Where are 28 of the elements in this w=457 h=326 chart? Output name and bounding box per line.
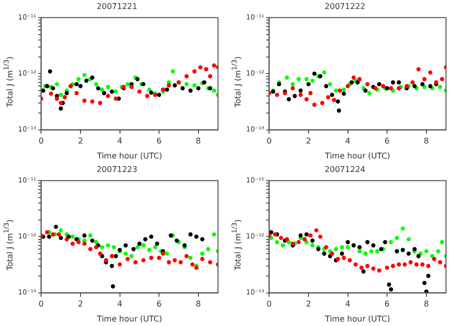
x-tick-label: 2 xyxy=(78,136,84,146)
x-tick-label: 0 xyxy=(38,300,44,309)
x-tick-label: 6 xyxy=(384,136,390,146)
x-tick-label: 4 xyxy=(345,136,350,146)
chart-title: 20071223 xyxy=(96,164,138,174)
x-tick-label: 4 xyxy=(345,300,350,309)
x-tick-label: 8 xyxy=(196,136,201,146)
x-axis-title: Time hour (UTC) xyxy=(96,314,162,324)
chart-title: 20071221 xyxy=(96,2,138,11)
x-tick-label: 0 xyxy=(266,300,272,309)
x-axis-title: Time hour (UTC) xyxy=(324,151,390,160)
x-tick-label: 2 xyxy=(306,136,312,146)
x-tick-label: 2 xyxy=(78,300,84,309)
chart-title: 20071222 xyxy=(324,2,366,11)
x-tick-label: 6 xyxy=(156,300,162,309)
x-tick-label: 4 xyxy=(117,300,122,309)
x-tick-label: 8 xyxy=(424,300,429,309)
chart-title: 20071224 xyxy=(324,164,366,174)
x-tick-label: 6 xyxy=(384,300,390,309)
x-tick-label: 0 xyxy=(38,136,44,146)
x-tick-label: 0 xyxy=(266,136,272,146)
x-tick-label: 8 xyxy=(196,300,201,309)
x-tick-label: 6 xyxy=(156,136,162,146)
x-tick-label: 4 xyxy=(117,136,122,146)
x-axis-title: Time hour (UTC) xyxy=(324,314,390,324)
x-tick-label: 2 xyxy=(306,300,312,309)
x-axis-title: Time hour (UTC) xyxy=(96,151,162,160)
x-tick-label: 8 xyxy=(424,136,429,146)
